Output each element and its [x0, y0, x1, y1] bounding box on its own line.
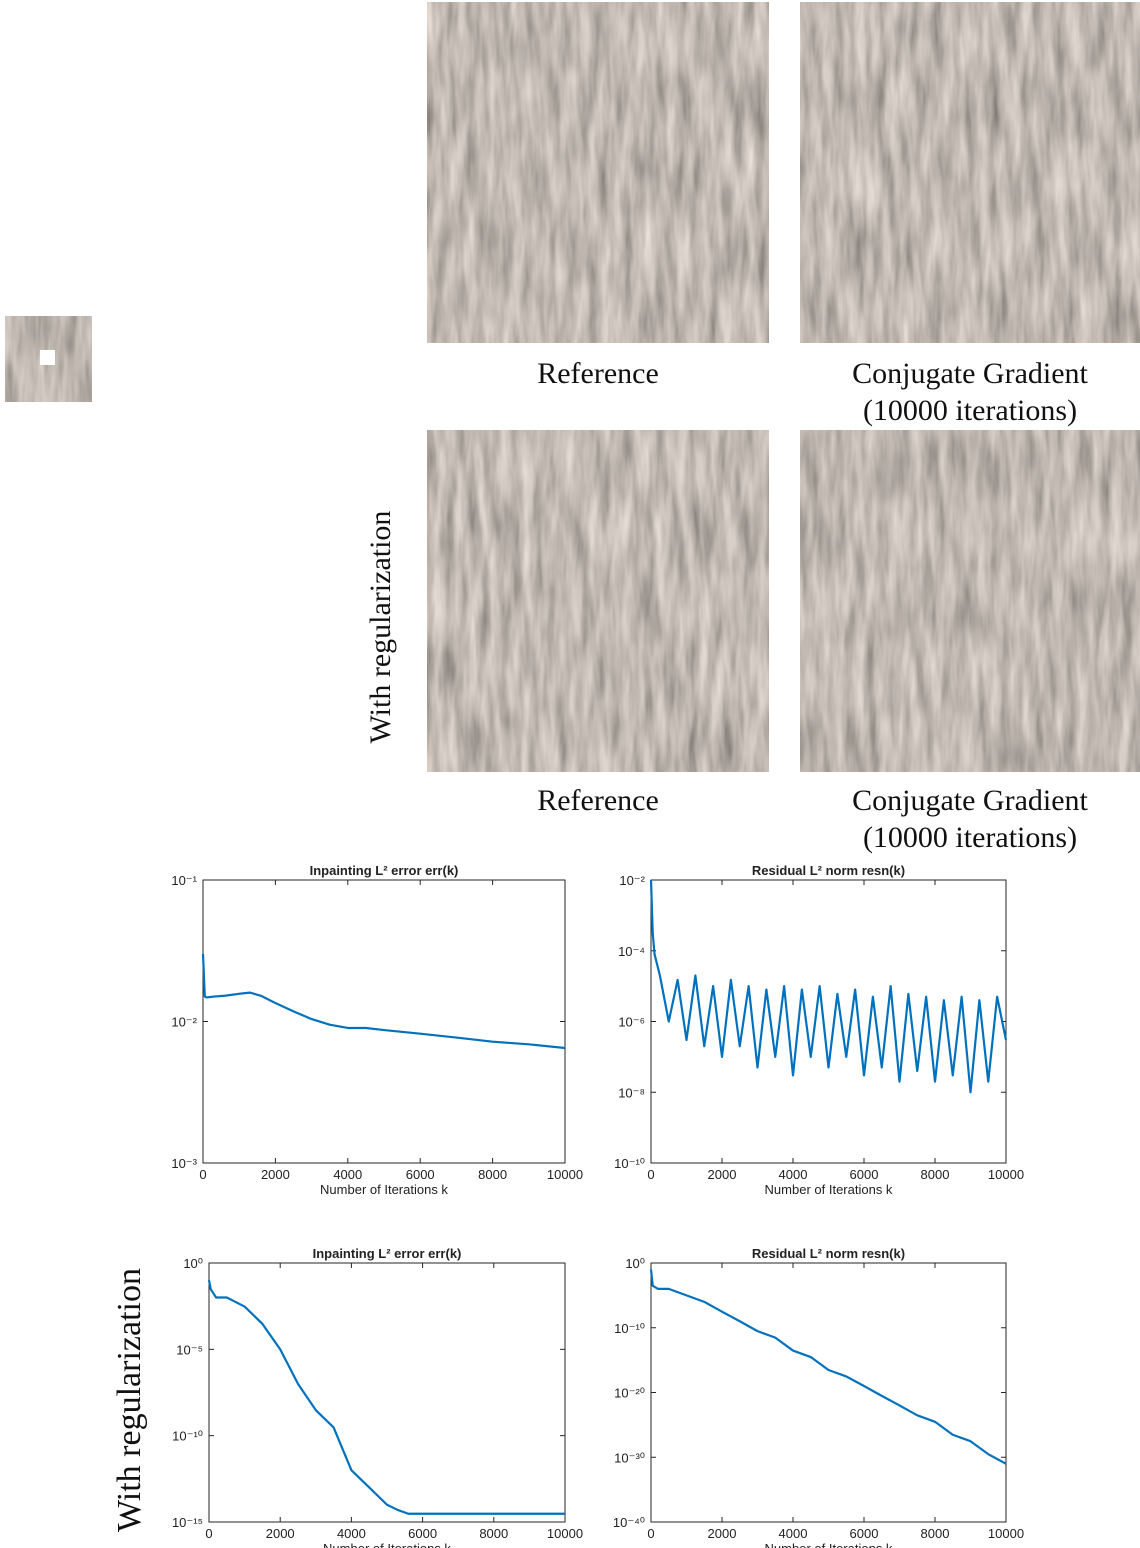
x-tick-label: 10000: [988, 1167, 1024, 1182]
y-tick-label: 10⁻⁵: [176, 1342, 203, 1357]
caption: Reference: [537, 784, 659, 817]
y-tick-label: 10⁻⁶: [618, 1015, 645, 1030]
x-tick-label: 8000: [478, 1167, 507, 1182]
row-label: With regularization: [364, 511, 397, 744]
y-tick-label: 10⁻²: [619, 873, 645, 888]
caption: Conjugate Gradient: [852, 357, 1088, 390]
y-tick-label: 10⁻⁸: [618, 1085, 645, 1100]
x-tick-label: 2000: [266, 1526, 295, 1541]
caption: (10000 iterations): [863, 821, 1077, 854]
data-line: [207, 1280, 565, 1515]
row-label: With regularization: [111, 1268, 148, 1532]
x-tick-label: 0: [647, 1167, 654, 1182]
x-tick-label: 4000: [779, 1526, 808, 1541]
x-axis-label: Number of Iterations k: [765, 1182, 893, 1197]
x-tick-label: 4000: [337, 1526, 366, 1541]
data-line: [649, 1269, 1007, 1465]
x-tick-label: 6000: [850, 1167, 879, 1182]
y-tick-label: 10⁻¹⁰: [614, 1156, 645, 1171]
x-tick-label: 0: [205, 1526, 212, 1541]
x-tick-label: 10000: [988, 1526, 1024, 1541]
x-tick-label: 8000: [479, 1526, 508, 1541]
y-tick-label: 10⁻²⁰: [614, 1386, 645, 1401]
x-tick-label: 8000: [921, 1526, 950, 1541]
x-tick-label: 4000: [333, 1167, 362, 1182]
x-tick-label: 6000: [408, 1526, 437, 1541]
y-tick-label: 10⁻⁴⁰: [613, 1515, 645, 1530]
y-tick-label: 10⁻¹⁰: [172, 1429, 203, 1444]
data-line: [649, 879, 1008, 1094]
y-tick-label: 10⁻³⁰: [614, 1450, 645, 1465]
x-axis-label: Number of Iterations k: [765, 1541, 893, 1548]
caption: Conjugate Gradient: [852, 784, 1088, 817]
chart-title: Inpainting L² error err(k): [313, 1246, 462, 1261]
axes-box: [650, 879, 1007, 1164]
texture-image: [800, 430, 1140, 772]
x-tick-label: 6000: [406, 1167, 435, 1182]
x-tick-label: 10000: [547, 1167, 583, 1182]
x-tick-label: 8000: [921, 1167, 950, 1182]
x-tick-label: 2000: [708, 1167, 737, 1182]
axes-box: [202, 879, 566, 1164]
texture-image: [427, 2, 769, 343]
mask-hole: [40, 350, 55, 365]
chart-title: Inpainting L² error err(k): [310, 863, 459, 878]
y-tick-label: 10⁻²: [171, 1015, 197, 1030]
x-tick-label: 0: [647, 1526, 654, 1541]
texture-image: [427, 430, 769, 772]
x-tick-label: 2000: [261, 1167, 290, 1182]
y-tick-label: 10⁻¹⁵: [172, 1515, 203, 1530]
y-tick-label: 10⁻³: [171, 1156, 197, 1171]
x-tick-label: 6000: [850, 1526, 879, 1541]
chart-title: Residual L² norm resn(k): [752, 1246, 905, 1261]
plots: Inpainting L² error err(k) Number of Iter…: [171, 863, 1024, 1548]
data-line: [201, 953, 566, 1050]
y-tick-label: 10⁰: [183, 1256, 203, 1271]
y-tick-label: 10⁻¹⁰: [614, 1321, 645, 1336]
x-axis-label: Number of Iterations k: [320, 1182, 448, 1197]
axes-box: [208, 1262, 566, 1523]
y-tick-label: 10⁰: [625, 1256, 645, 1271]
y-tick-label: 10⁻⁴: [618, 944, 645, 959]
chart-title: Residual L² norm resn(k): [752, 863, 905, 878]
x-tick-label: 10000: [547, 1526, 583, 1541]
caption: Reference: [537, 357, 659, 390]
caption: (10000 iterations): [863, 394, 1077, 427]
x-tick-label: 4000: [779, 1167, 808, 1182]
x-tick-label: 0: [199, 1167, 206, 1182]
texture-image: [800, 2, 1140, 343]
y-tick-label: 10⁻¹: [171, 873, 197, 888]
x-axis-label: Number of Iterations k: [323, 1541, 451, 1548]
x-tick-label: 2000: [708, 1526, 737, 1541]
